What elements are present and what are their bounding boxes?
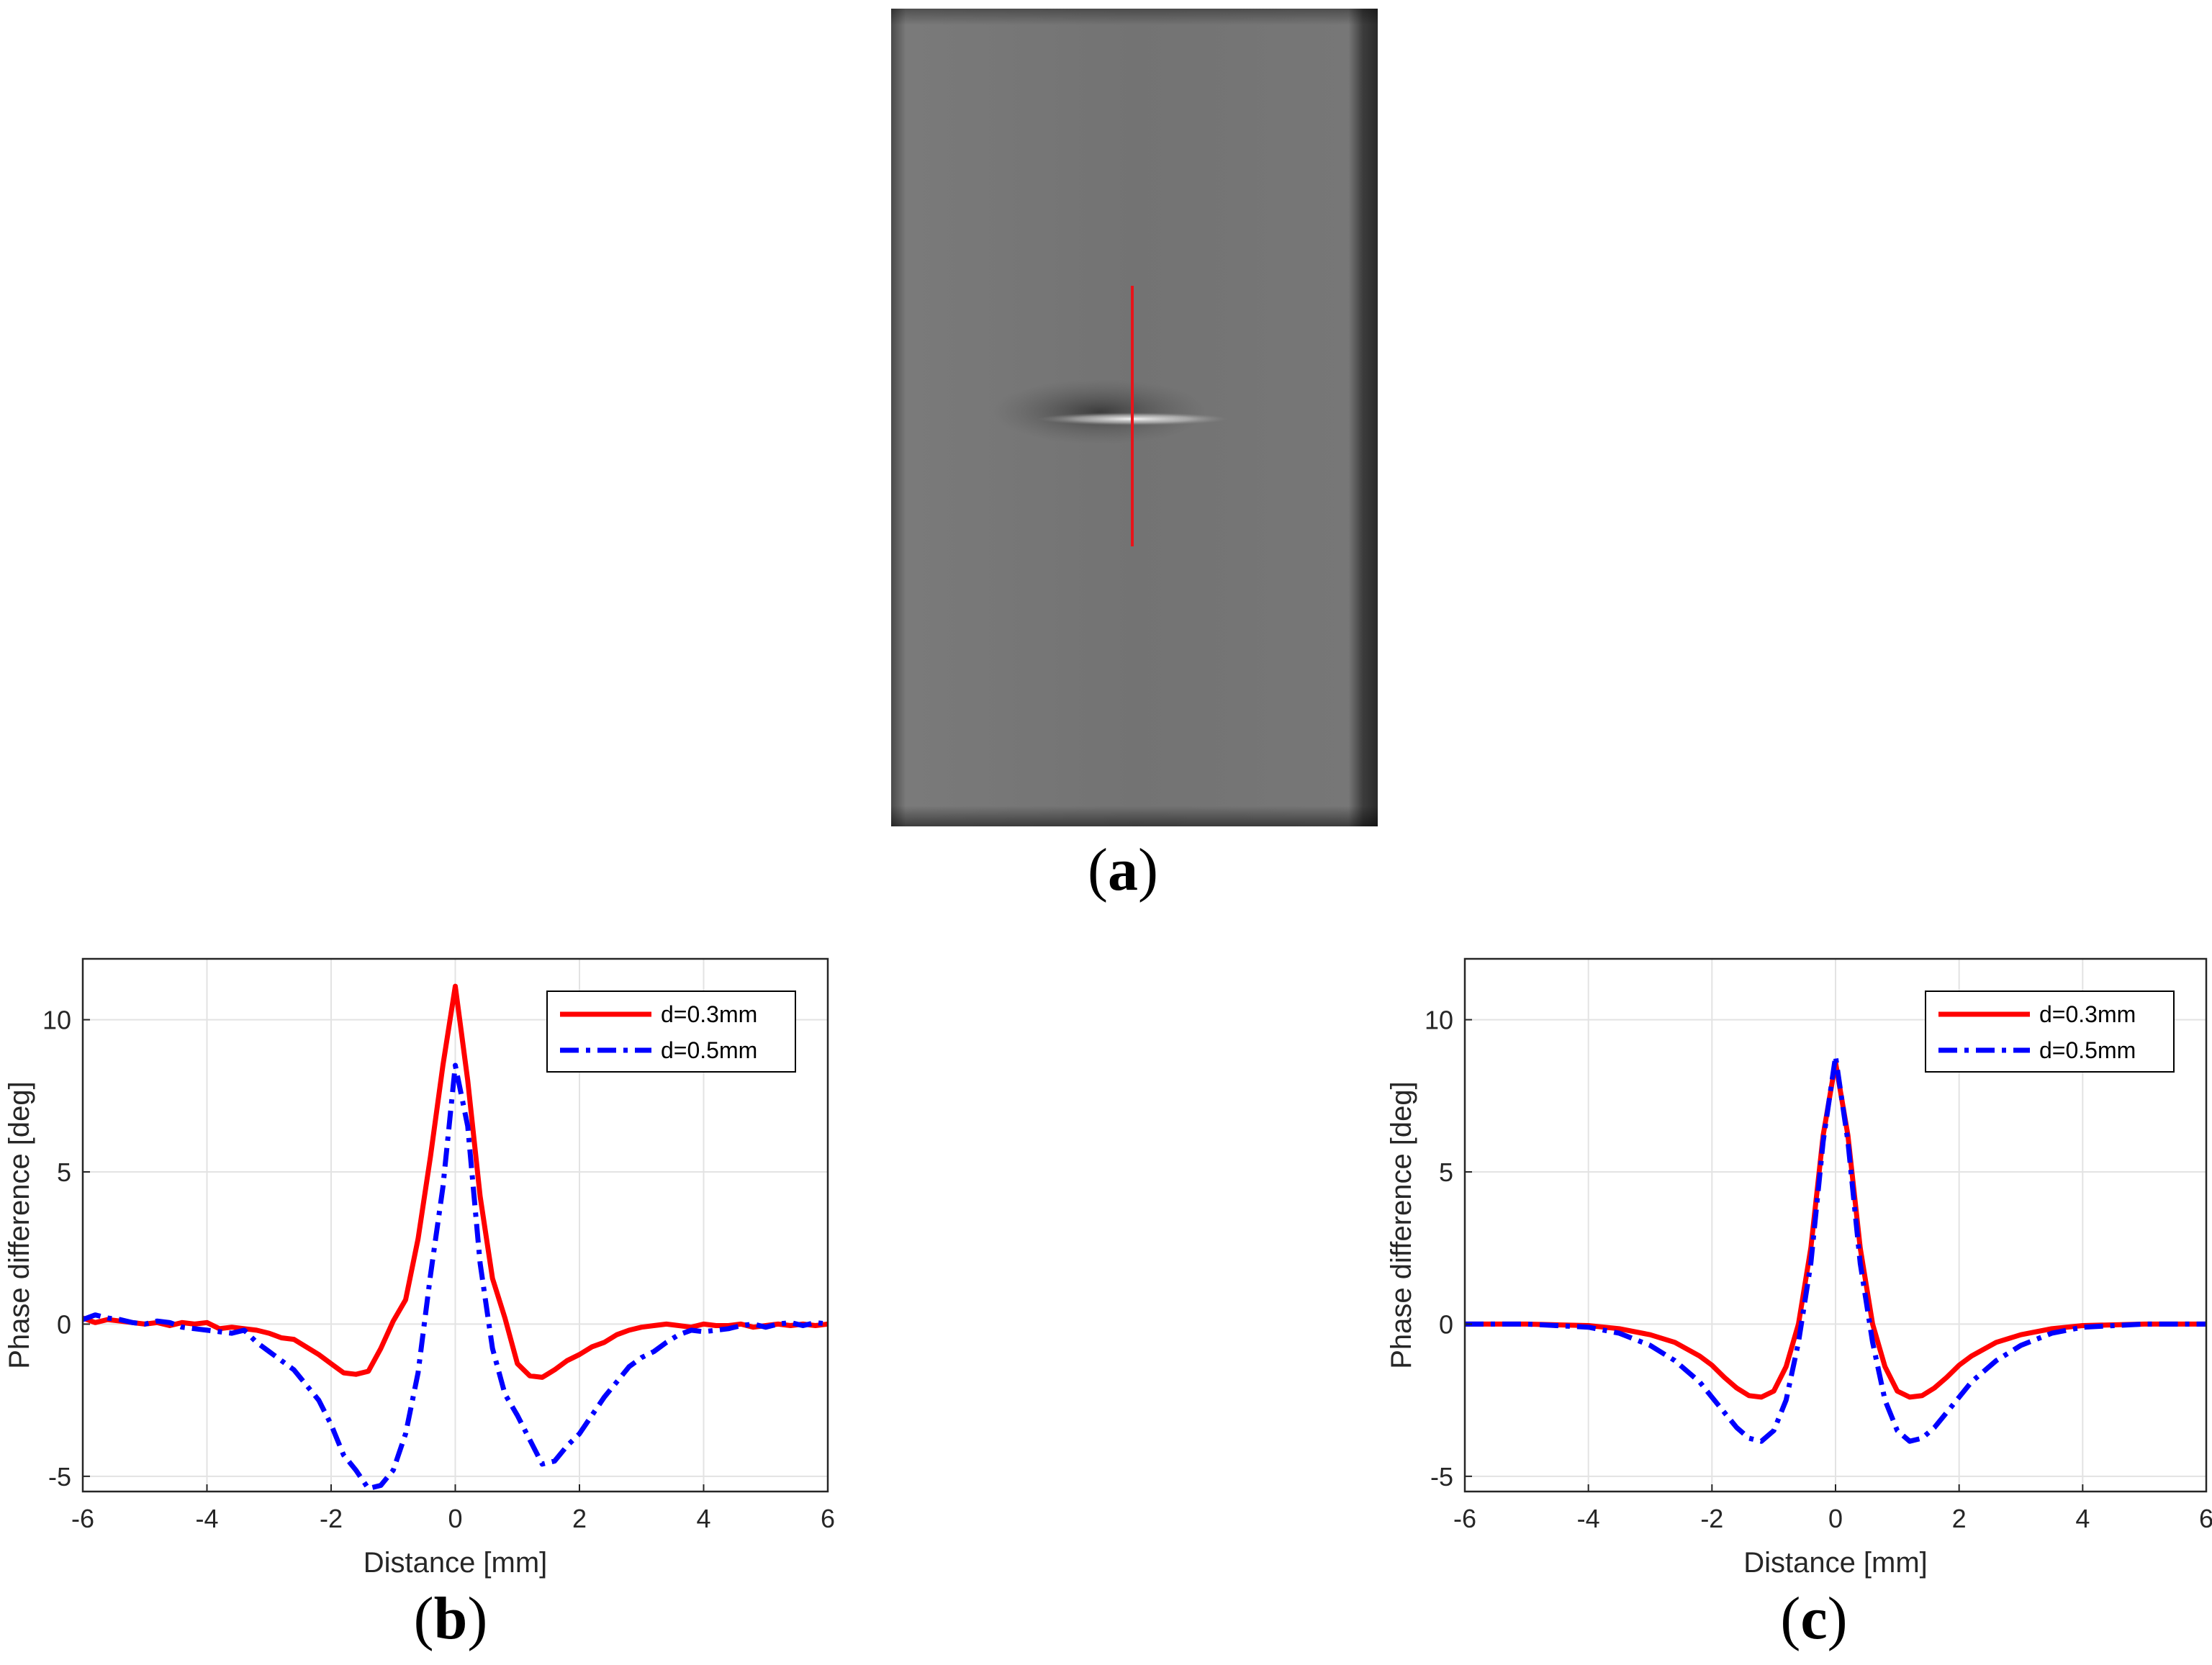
x-tick-label: -4: [1577, 1504, 1600, 1533]
y-axis-label: Phase difference [deg]: [1386, 1081, 1417, 1369]
x-axis-label: Distance [mm]: [1743, 1547, 1928, 1579]
y-tick-label: 0: [57, 1309, 71, 1339]
legend-box: [1925, 991, 2175, 1073]
legend-label: d=0.5mm: [2039, 1037, 2136, 1063]
y-axis-label: Phase difference [deg]: [4, 1081, 35, 1369]
x-tick-label: -6: [71, 1504, 94, 1533]
y-tick-label: -5: [48, 1462, 71, 1492]
y-tick-label: 10: [42, 1006, 71, 1035]
x-tick-label: 0: [1828, 1504, 1843, 1533]
legend-label: d=0.3mm: [2039, 1001, 2136, 1027]
panel-label-b: (b): [413, 1585, 488, 1652]
y-tick-label: 5: [57, 1158, 71, 1187]
x-tick-label: -2: [320, 1504, 343, 1533]
crack-shadow: [992, 379, 1208, 444]
chart-c: -6 -4 -2 0 2 4 6 -5 0 5 10 Distance [mm] Phase diffe…: [1386, 957, 2212, 1579]
x-tick-label: -6: [1453, 1504, 1476, 1533]
x-tick-label: 0: [448, 1504, 462, 1533]
chart-b: -6 -4 -2 0 2 4 6 -5 0 5 10 Distance [mm] Phase diffe…: [4, 957, 835, 1579]
y-tick-label: -5: [1430, 1462, 1453, 1492]
legend-label: d=0.3mm: [661, 1001, 757, 1027]
specimen-image: [891, 9, 1378, 826]
x-tick-label: -4: [195, 1504, 218, 1533]
x-tick-label: 2: [572, 1504, 587, 1533]
legend-label: d=0.5mm: [661, 1037, 757, 1063]
series-line-d=0.5mm: [81, 1062, 829, 1492]
legend-box: [546, 991, 796, 1073]
x-tick-label: 6: [821, 1504, 835, 1533]
x-axis-label: Distance [mm]: [364, 1547, 548, 1579]
panel-label-a: (a): [1088, 836, 1158, 903]
y-tick-label: 10: [1425, 1006, 1453, 1035]
y-tick-label: 5: [1439, 1158, 1453, 1187]
y-tick-label: 0: [1439, 1309, 1453, 1339]
x-tick-label: 4: [696, 1504, 710, 1533]
panel-label-c: (c): [1780, 1585, 1848, 1652]
x-tick-label: 6: [2199, 1504, 2212, 1533]
series-line-d=0.5mm: [1465, 1053, 2206, 1444]
series-line-d=0.3mm: [81, 983, 829, 1380]
x-tick-label: 2: [1952, 1504, 1967, 1533]
x-tick-label: 4: [2075, 1504, 2090, 1533]
x-tick-label: -2: [1700, 1504, 1723, 1533]
